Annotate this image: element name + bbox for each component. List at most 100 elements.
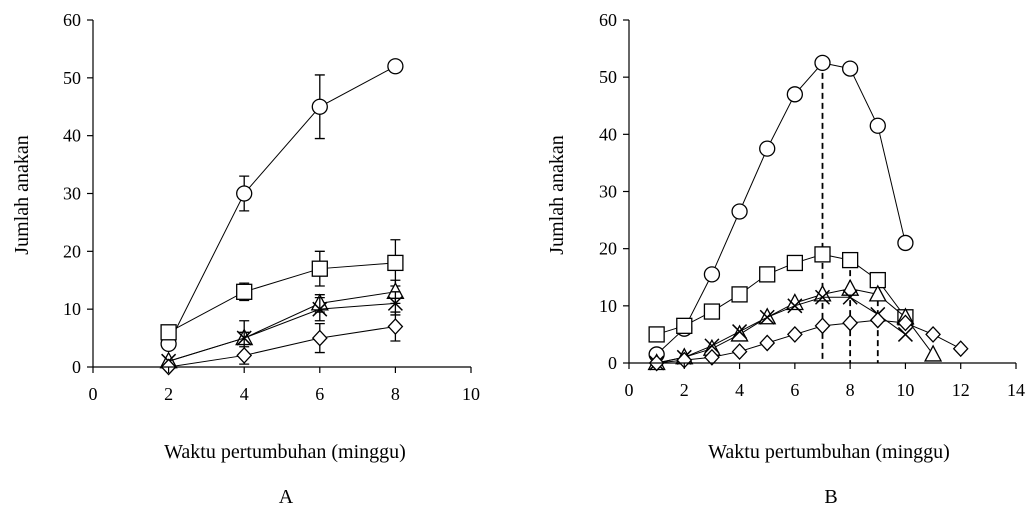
y-axis-label-a: Jumlah anakan (11, 135, 33, 254)
series-square-a (160, 239, 404, 341)
square-marker (236, 283, 253, 300)
circle-marker (869, 117, 886, 134)
series-line (656, 319, 961, 364)
series-diamond-b (648, 311, 969, 372)
series-line (656, 62, 906, 355)
y-tick-label: 10 (599, 296, 617, 316)
x-tick-label: 0 (625, 380, 634, 400)
square-marker (759, 266, 776, 283)
x-axis-label-b: Waktu pertumbuhan (minggu) (708, 441, 950, 463)
cross-marker (814, 289, 831, 305)
circle-marker (897, 234, 914, 252)
diamond-marker (704, 348, 720, 366)
x-tick-label: 8 (391, 384, 400, 404)
diamond-marker (925, 325, 941, 343)
square-marker (387, 254, 404, 272)
series-cross-a (161, 291, 403, 369)
diamond-marker (759, 334, 776, 352)
triangle-marker (841, 278, 860, 296)
cross-marker (387, 295, 403, 311)
series-triangle-b (647, 278, 943, 371)
circle-marker (311, 98, 328, 115)
plot-area-b (647, 54, 969, 372)
diamond-marker (869, 311, 886, 329)
x-tick-label: 8 (846, 380, 855, 400)
y-tick-label: 30 (599, 182, 617, 202)
circle-marker (236, 185, 253, 202)
x-tick-label: 6 (315, 384, 324, 404)
diamond-marker (897, 314, 914, 332)
y-axis-label-b: Jumlah anakan (546, 135, 568, 254)
x-tick-label: 2 (680, 380, 689, 400)
square-marker (731, 286, 748, 303)
cross-marker (312, 301, 328, 317)
x-tick-label: 12 (952, 380, 970, 400)
x-tick-label: 2 (164, 384, 173, 404)
square-marker (676, 317, 693, 334)
square-marker (160, 324, 177, 341)
cross-marker (704, 338, 720, 354)
cross-marker (787, 298, 803, 314)
chart-panel-a: 0 10 20 30 40 50 60 0 2 4 6 8 10 Waktu pertumbuhan (… (11, 10, 480, 508)
square-marker (814, 246, 831, 263)
y-tick-label: 20 (63, 241, 81, 261)
y-tick-label: 50 (63, 68, 81, 88)
series-line (168, 302, 396, 362)
series-line (656, 296, 906, 364)
circle-marker (759, 140, 776, 157)
x-tick-label: 10 (462, 384, 480, 404)
diamond-marker (842, 314, 859, 332)
x-tick-label: 0 (89, 384, 98, 404)
cross-marker (759, 309, 775, 325)
circle-marker (731, 203, 748, 220)
plot-area-a (159, 58, 405, 376)
y-tick-label: 60 (599, 10, 617, 30)
y-tick-label: 30 (63, 184, 81, 204)
series-line (168, 65, 396, 345)
cross-marker (236, 330, 252, 346)
y-tick-label: 0 (72, 357, 81, 377)
series-line (168, 326, 396, 368)
diamond-marker (786, 325, 803, 343)
series-line (168, 262, 396, 333)
x-tick-label: 4 (240, 384, 249, 404)
y-tick-label: 40 (599, 124, 617, 144)
chart-panel-b: 0 10 20 30 40 50 60 0 2 4 6 8 10 12 14 Waktu pertumbuh… (546, 10, 1025, 508)
diamond-marker (236, 346, 253, 364)
series-circle-a (160, 58, 404, 353)
diamond-marker (311, 329, 328, 347)
y-tick-label: 40 (63, 126, 81, 146)
series-line (656, 253, 906, 335)
y-tick-label: 60 (63, 10, 81, 30)
y-tick-label: 0 (608, 353, 617, 373)
cross-marker (842, 289, 858, 305)
y-tick-label: 50 (599, 67, 617, 87)
y-tick-label: 10 (63, 299, 81, 319)
cross-marker (732, 324, 748, 340)
panel-label-a: A (279, 486, 294, 508)
y-tick-label: 20 (599, 239, 617, 259)
series-circle-b (648, 54, 914, 363)
ticks-b: 0 10 20 30 40 50 60 0 2 4 6 8 10 12 14 (599, 10, 1025, 400)
triangle-marker (868, 284, 887, 302)
x-axis-label-a: Waktu pertumbuhan (minggu) (164, 441, 406, 463)
circle-marker (786, 86, 804, 103)
circle-marker (387, 58, 404, 75)
x-tick-label: 6 (790, 380, 799, 400)
square-marker (311, 260, 328, 277)
diamond-marker (814, 317, 831, 335)
ticks-a: 0 10 20 30 40 50 60 0 2 4 6 8 10 (63, 10, 480, 404)
triangle-marker (785, 293, 804, 311)
x-tick-label: 14 (1007, 380, 1025, 400)
square-marker (703, 303, 721, 320)
series-diamond-a (160, 311, 404, 376)
triangle-marker (923, 344, 943, 362)
square-marker (841, 251, 859, 269)
panel-label-b: B (824, 486, 837, 508)
diamond-marker (731, 343, 748, 361)
square-marker (786, 254, 804, 272)
circle-marker (703, 266, 721, 283)
circle-marker (814, 54, 831, 72)
x-tick-label: 4 (735, 380, 744, 400)
